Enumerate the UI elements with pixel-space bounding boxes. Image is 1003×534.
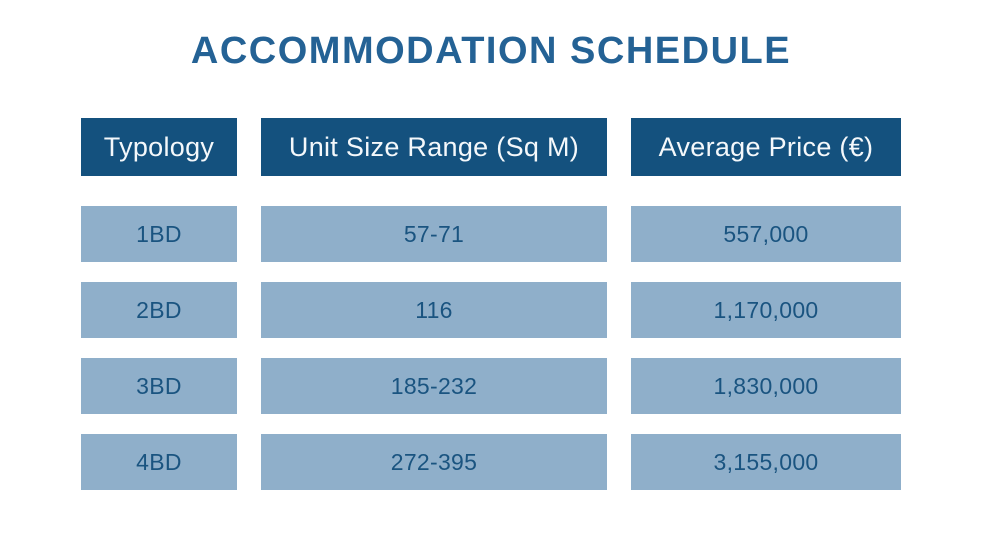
table-row-1bd: 1BD 57-71 557,000 xyxy=(81,206,901,262)
schedule-table: Typology Unit Size Range (Sq M) Average … xyxy=(81,118,901,490)
cell-unit-size-range: 185-232 xyxy=(261,358,607,414)
cell-average-price: 1,830,000 xyxy=(631,358,901,414)
cell-average-price: 557,000 xyxy=(631,206,901,262)
header-unit-size-range: Unit Size Range (Sq M) xyxy=(261,118,607,176)
header-typology: Typology xyxy=(81,118,237,176)
cell-unit-size-range: 272-395 xyxy=(261,434,607,490)
cell-unit-size-range: 57-71 xyxy=(261,206,607,262)
table-row-2bd: 2BD 116 1,170,000 xyxy=(81,282,901,338)
cell-typology: 4BD xyxy=(81,434,237,490)
cell-unit-size-range: 116 xyxy=(261,282,607,338)
table-header-row: Typology Unit Size Range (Sq M) Average … xyxy=(81,118,901,176)
cell-typology: 2BD xyxy=(81,282,237,338)
cell-typology: 1BD xyxy=(81,206,237,262)
table-row-3bd: 3BD 185-232 1,830,000 xyxy=(81,358,901,414)
cell-typology: 3BD xyxy=(81,358,237,414)
header-average-price: Average Price (€) xyxy=(631,118,901,176)
cell-average-price: 3,155,000 xyxy=(631,434,901,490)
table-row-4bd: 4BD 272-395 3,155,000 xyxy=(81,434,901,490)
cell-average-price: 1,170,000 xyxy=(631,282,901,338)
page-title: ACCOMMODATION SCHEDULE xyxy=(190,30,792,72)
